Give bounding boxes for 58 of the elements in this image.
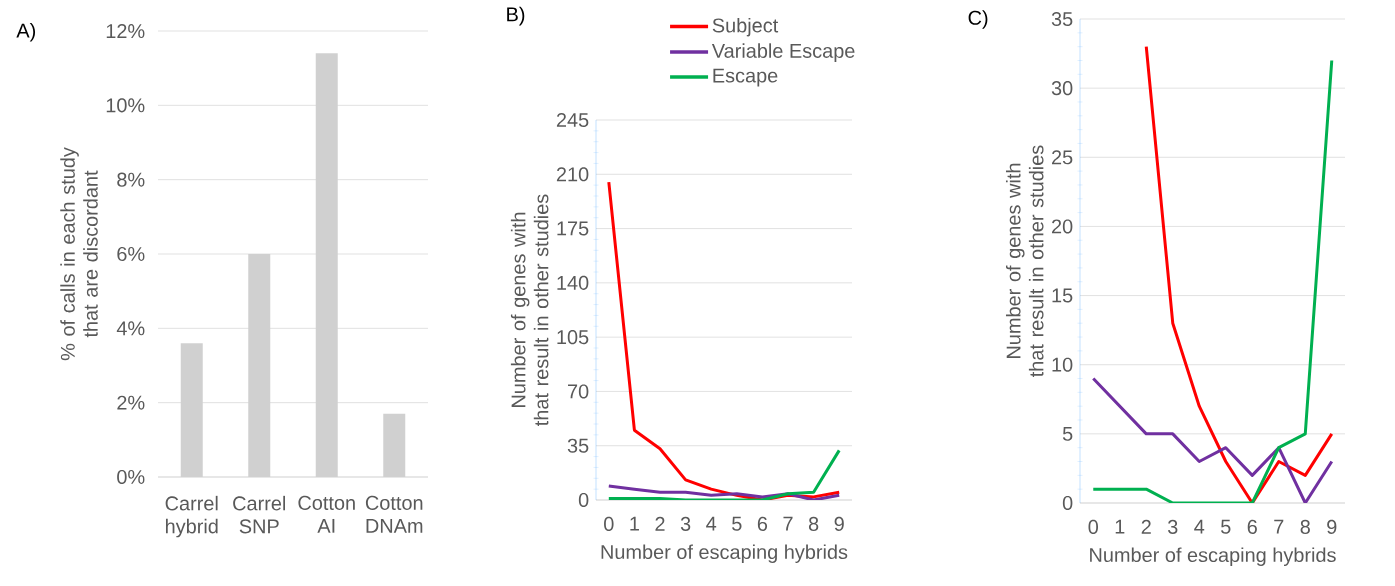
x-tick-label: Cotton DNAm <box>365 495 423 533</box>
y-tick-label: 140 <box>557 275 589 290</box>
x-tick-label: 0 <box>604 516 614 531</box>
line-series <box>607 484 841 500</box>
y-tick-label: 35 <box>567 438 589 453</box>
x-axis-title: Number of escaping hybrids <box>1090 547 1336 567</box>
y-tick-label: 70 <box>568 384 589 399</box>
y-tick-label: 6% <box>117 246 145 262</box>
x-tick-label: 5 <box>732 516 742 531</box>
x-tick-label: 9 <box>1327 519 1337 534</box>
y-tick-label: 105 <box>557 330 589 345</box>
legend-label: Escape <box>713 68 778 87</box>
x-tick-label: 6 <box>757 516 768 531</box>
x-tick-label: 1 <box>630 516 639 531</box>
y-tick-label: 30 <box>1051 81 1073 96</box>
x-tick-label: Cotton AI <box>298 495 355 533</box>
x-tick-label: 8 <box>808 516 819 531</box>
y-axis-title: Number of genes with that result in other studies <box>1005 145 1044 377</box>
x-tick-label: 0 <box>1088 519 1099 534</box>
y-tick-label: 2% <box>117 395 145 410</box>
chart-title: A) <box>16 22 36 42</box>
line-series <box>1144 45 1334 503</box>
x-tick-label: 8 <box>1300 519 1310 534</box>
x-tick-label: 2 <box>655 516 665 531</box>
y-tick-label: 20 <box>1052 219 1073 234</box>
x-tick-label: 4 <box>1194 519 1205 534</box>
x-tick-label: 3 <box>1167 519 1178 534</box>
y-tick-label: 25 <box>1052 150 1073 165</box>
x-tick-label: 5 <box>1221 519 1231 534</box>
y-tick-label: 35 <box>1051 11 1073 27</box>
y-tick-label: 12% <box>106 23 145 38</box>
y-tick-label: 5 <box>1062 426 1073 441</box>
y-tick-label: 175 <box>557 221 589 236</box>
chart-title: C) <box>968 10 988 29</box>
y-tick-label: 15 <box>1052 288 1073 303</box>
x-tick-label: 7 <box>1274 519 1284 534</box>
y-tick-label: 4% <box>116 321 145 336</box>
x-tick-label: 9 <box>834 516 844 531</box>
x-tick-label: Carrel SNP <box>233 495 286 534</box>
y-tick-label: 245 <box>556 112 589 128</box>
chart-title: B) <box>507 6 525 26</box>
x-tick-label: 6 <box>1247 519 1257 534</box>
y-tick-label: 10% <box>106 98 145 113</box>
y-tick-label: 8% <box>117 172 145 187</box>
x-tick-label: 1 <box>1115 519 1125 534</box>
y-axis-title: Number of genes with that result in other studies <box>510 194 549 426</box>
x-axis-title: Number of escaping hybrids <box>601 544 848 564</box>
legend-label: Subject <box>712 17 779 37</box>
legend-label: Variable Escape <box>711 43 855 62</box>
x-tick-label: Carrel hybrid <box>165 495 218 538</box>
y-tick-label: 0% <box>117 469 145 485</box>
y-tick-label: 10 <box>1052 357 1073 372</box>
x-tick-label: 2 <box>1141 519 1151 534</box>
y-tick-label: 210 <box>556 167 589 182</box>
y-axis-title: % of calls in each study that are discordant <box>60 147 98 361</box>
x-tick-label: 3 <box>680 516 691 531</box>
x-tick-label: 7 <box>783 516 793 531</box>
x-tick-label: 4 <box>706 516 717 531</box>
